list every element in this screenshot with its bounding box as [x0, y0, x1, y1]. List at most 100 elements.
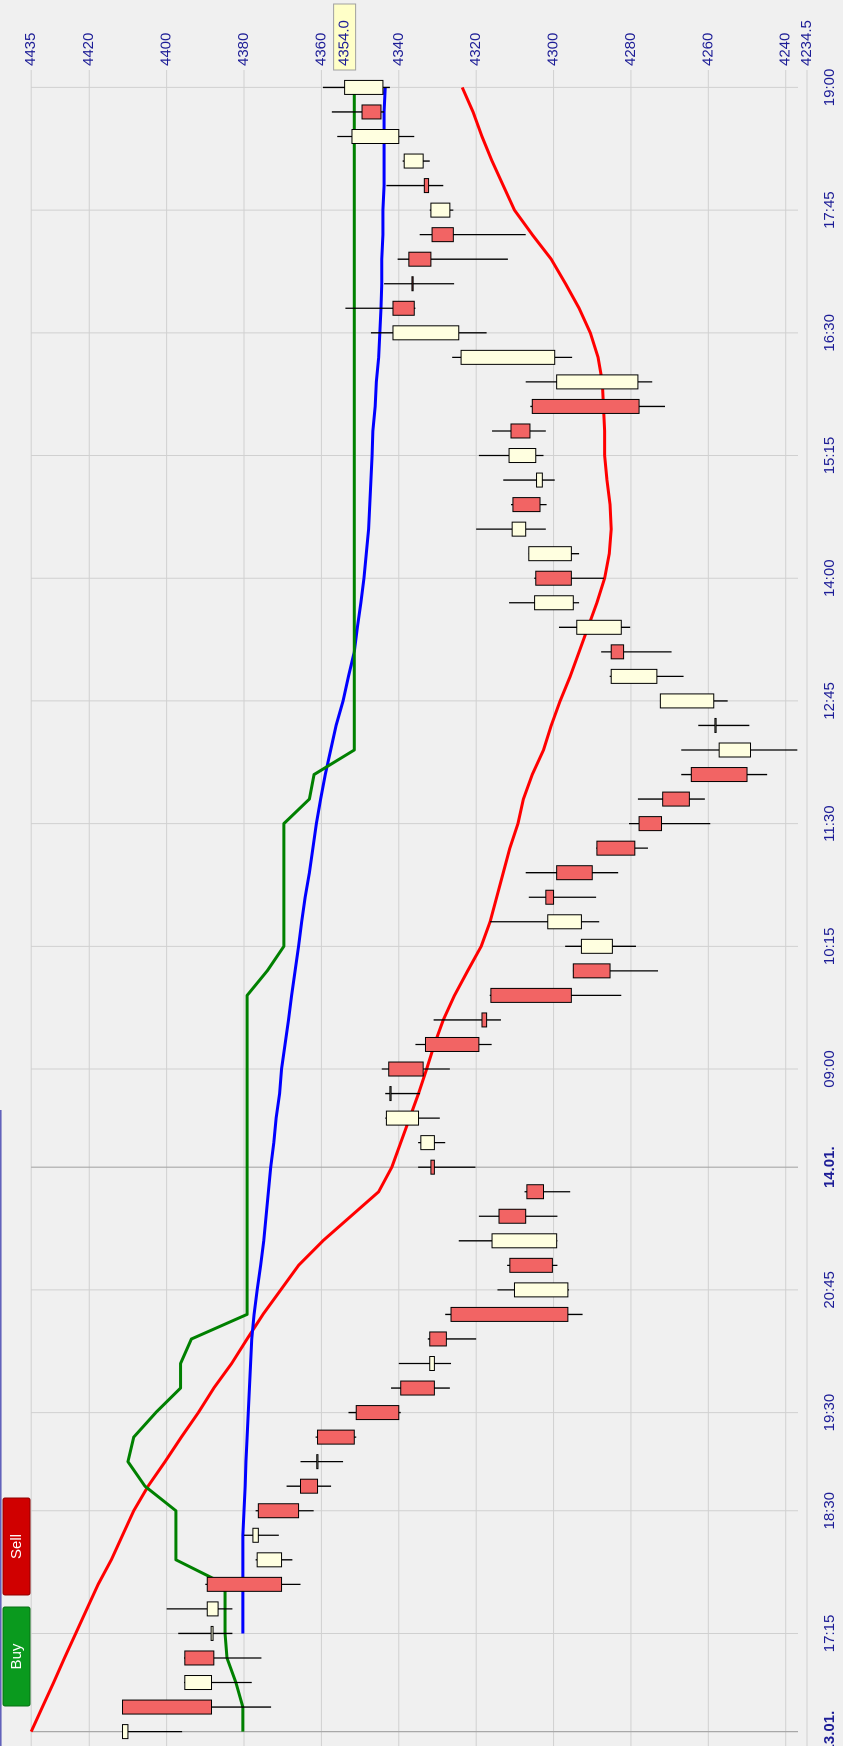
indicator-line: [29, 86, 613, 1733]
candle-body: [423, 178, 430, 194]
y-tick-label: 4400: [158, 33, 175, 66]
candle-body: [714, 717, 717, 733]
candle-body: [420, 1135, 435, 1151]
candle-body: [509, 1257, 553, 1273]
candle-body: [206, 1601, 219, 1617]
buy-button-bg[interactable]: [2, 1606, 31, 1707]
candle-body: [316, 1454, 319, 1470]
x-tick-label: 09:00: [821, 1050, 838, 1088]
candle-body: [556, 374, 639, 390]
x-tick-label: 16:30: [821, 314, 838, 352]
y-tick-label: 4360: [312, 33, 329, 66]
candle-body: [513, 1282, 569, 1298]
candle-body: [610, 668, 658, 684]
candle-body: [572, 963, 611, 979]
candle-body: [596, 840, 636, 856]
sell-button-bg[interactable]: [2, 1497, 31, 1596]
candle-body: [536, 472, 543, 488]
candle-body: [429, 1331, 447, 1347]
x-tick-label: 17:15: [821, 1615, 838, 1653]
candle-body: [638, 816, 663, 832]
candle-body: [528, 546, 572, 562]
y-tick-label: 4280: [622, 33, 639, 66]
x-tick-label: 17:45: [821, 191, 838, 229]
candle-body: [490, 987, 572, 1003]
y-tick-label: 4320: [467, 33, 484, 66]
candle-body: [411, 276, 414, 292]
y-tick-label: 4380: [235, 33, 252, 66]
candle-body: [184, 1675, 213, 1691]
x-tick-label: 19:00: [821, 69, 838, 107]
candle-body: [184, 1650, 215, 1666]
sell-button-label[interactable]: Sell: [8, 1534, 25, 1559]
candle-body: [512, 497, 541, 513]
y-tick-label: 4260: [699, 33, 716, 66]
candle-body: [206, 1576, 283, 1592]
candle-body: [511, 521, 527, 537]
candle-body: [556, 865, 593, 881]
x-tick-label: 14.01.: [821, 1146, 838, 1188]
candle-body: [430, 202, 451, 218]
buy-button[interactable]: Buy: [2, 1606, 31, 1707]
candle-body: [547, 914, 582, 930]
candle-body: [403, 153, 424, 169]
candle-body: [450, 1306, 569, 1322]
x-tick-label: 15:15: [821, 437, 838, 475]
candle-body: [355, 1405, 400, 1421]
candle-body: [430, 1159, 435, 1175]
y-tick-label: 4420: [80, 33, 97, 66]
candle-body: [400, 1380, 435, 1396]
candle-body: [361, 104, 382, 120]
y-tick-label: 4300: [545, 33, 562, 66]
candle-body: [408, 251, 432, 267]
last-price-label: 4354.0: [336, 20, 353, 66]
y-tick-label: 4240: [777, 33, 794, 66]
candle-body: [576, 619, 622, 635]
candle-body: [481, 1012, 488, 1028]
x-tick-label: 19:30: [821, 1394, 838, 1432]
candle-body: [534, 595, 574, 611]
x-tick-label: 12:45: [821, 682, 838, 720]
y-tick-label: 4435: [22, 33, 39, 66]
candle-body: [210, 1625, 214, 1641]
buy-button-label[interactable]: Buy: [8, 1643, 25, 1669]
candle-body: [392, 325, 460, 341]
sell-button[interactable]: Sell: [2, 1497, 31, 1596]
y-tick-label: 4340: [390, 33, 407, 66]
candle-body: [690, 767, 748, 783]
candle-body: [718, 742, 752, 758]
candle-body: [317, 1429, 355, 1445]
x-tick-label: 14:00: [821, 559, 838, 597]
candle-body: [545, 889, 555, 905]
candle-body: [424, 1036, 480, 1052]
candle-body: [388, 1061, 424, 1077]
x-tick-label: 10:15: [821, 928, 838, 966]
candle-body: [351, 129, 400, 144]
candle-body: [535, 570, 572, 586]
candle-body: [344, 79, 384, 95]
candle-body: [526, 1184, 544, 1200]
last-price-box: [333, 3, 357, 71]
candle-body: [122, 1724, 129, 1740]
candle-body: [510, 423, 531, 439]
candle-body: [491, 1233, 558, 1249]
x-tick-label: 11:30: [821, 805, 838, 841]
rotated-chart: Buy Sell 4435 4420 4400 4380 4360 4340 4320 430…: [0, 3, 838, 1746]
x-tick-label: 20:45: [821, 1271, 838, 1309]
candle-body: [300, 1478, 319, 1494]
candle-body: [580, 938, 613, 954]
candle-body: [252, 1527, 259, 1543]
x-tick-label: 18:30: [821, 1492, 838, 1530]
candle-body: [531, 398, 640, 414]
y-tick-label: 4234.5: [798, 20, 815, 66]
candle-body: [508, 448, 537, 464]
candle-body: [431, 227, 454, 243]
candle-body: [460, 349, 556, 365]
candle-body: [392, 300, 415, 316]
candle-body: [256, 1552, 283, 1568]
candle-body: [257, 1503, 300, 1519]
candle-body: [498, 1208, 527, 1224]
x-tick-label: 13.01.: [821, 1711, 838, 1746]
